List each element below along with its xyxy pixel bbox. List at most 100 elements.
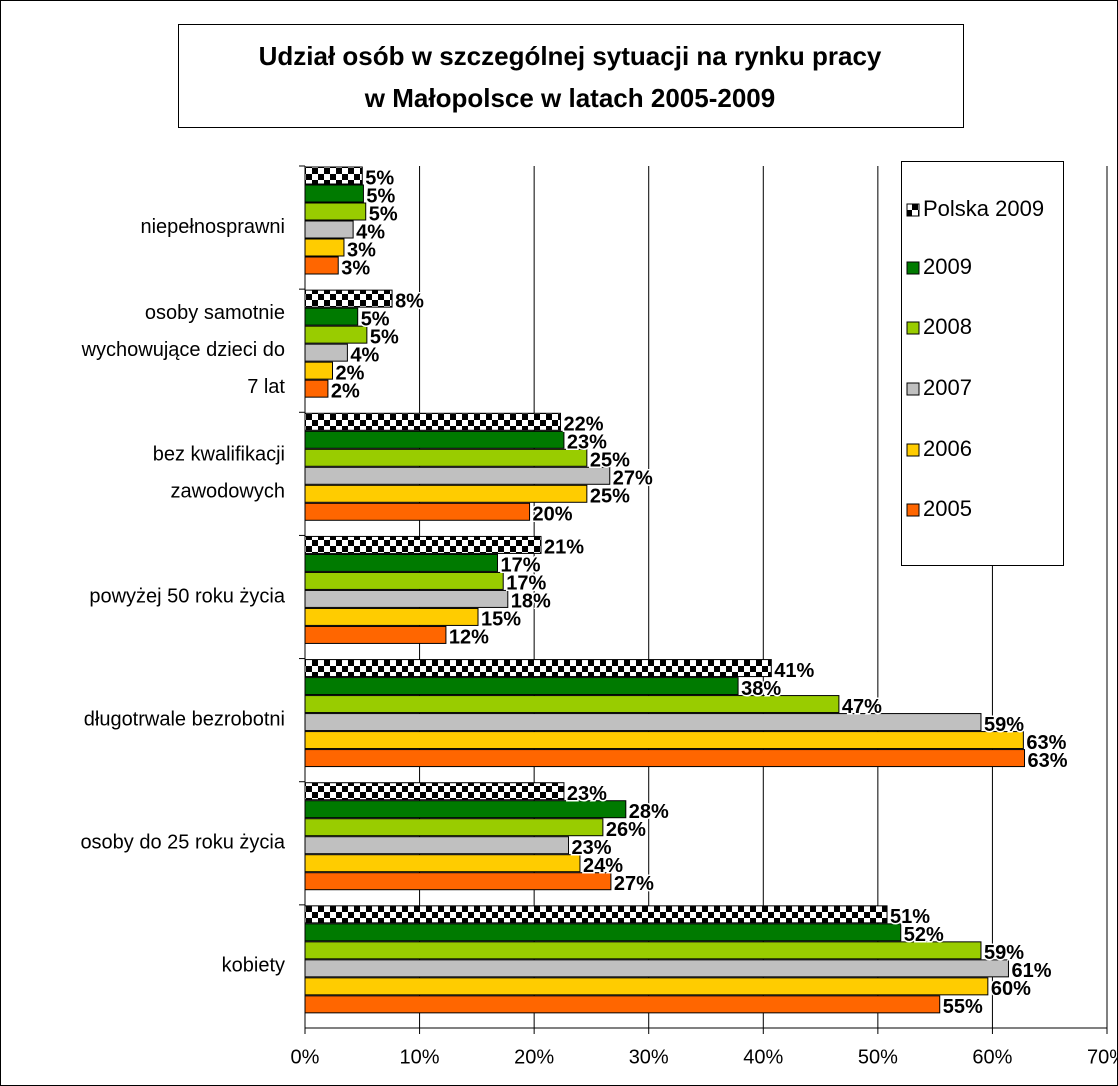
bar xyxy=(304,289,393,308)
bar xyxy=(304,379,329,398)
value-label: 27% xyxy=(613,468,653,490)
value-label: 18% xyxy=(511,591,551,613)
legend-label: 2006 xyxy=(923,436,972,461)
value-label: 63% xyxy=(1028,750,1068,772)
value-label: 41% xyxy=(774,660,814,682)
bar xyxy=(304,659,772,678)
bar xyxy=(304,836,570,855)
bar xyxy=(304,184,364,203)
value-label: 24% xyxy=(583,855,623,877)
value-label: 51% xyxy=(890,906,930,928)
value-label: 8% xyxy=(395,290,424,312)
value-label: 25% xyxy=(590,486,630,508)
x-tick-label: 10% xyxy=(400,1046,440,1068)
value-label: 20% xyxy=(533,504,573,526)
bar xyxy=(304,872,612,891)
y-tick-label: osoby do 25 roku życia xyxy=(80,832,285,854)
bar xyxy=(304,731,1024,750)
bar xyxy=(304,923,902,942)
y-tick-label: długotrwale bezrobotni xyxy=(84,708,285,730)
legend-swatch xyxy=(906,321,920,335)
value-label: 26% xyxy=(606,819,646,841)
legend-label: Polska 2009 xyxy=(923,196,1044,221)
bar xyxy=(304,484,588,503)
value-label: 63% xyxy=(1026,732,1066,754)
bar xyxy=(304,220,354,239)
value-label: 23% xyxy=(567,783,607,805)
chart-title: w Małopolsce w latach 2005-2009 xyxy=(364,83,775,113)
value-label: 4% xyxy=(350,344,379,366)
x-tick-label: 60% xyxy=(972,1046,1012,1068)
bar xyxy=(304,535,542,554)
value-label: 3% xyxy=(347,239,376,261)
x-tick-label: 40% xyxy=(743,1046,783,1068)
bar xyxy=(304,502,531,521)
bar xyxy=(304,571,504,590)
bar xyxy=(304,202,367,221)
value-label: 5% xyxy=(365,167,394,189)
value-label: 17% xyxy=(506,573,546,595)
y-tick-label: kobiety xyxy=(222,955,285,977)
bar xyxy=(304,905,888,924)
chart-title: Udział osób w szczególnej sytuacji na ry… xyxy=(259,41,882,71)
y-tick-label: niepełnosprawni xyxy=(140,216,285,238)
value-label: 55% xyxy=(943,996,983,1018)
y-tick-label: osoby samotnie xyxy=(145,302,285,324)
bar xyxy=(304,749,1026,768)
bar xyxy=(304,448,588,467)
bar xyxy=(304,325,368,344)
bar xyxy=(304,677,739,696)
value-label: 4% xyxy=(356,221,385,243)
value-label: 17% xyxy=(500,555,540,577)
y-tick-label: powyżej 50 roku życia xyxy=(89,585,286,607)
value-label: 27% xyxy=(614,873,654,895)
value-label: 2% xyxy=(335,362,364,384)
x-tick-label: 70% xyxy=(1087,1046,1118,1068)
value-label: 61% xyxy=(1011,960,1051,982)
bar xyxy=(304,412,561,431)
value-label: 5% xyxy=(361,308,390,330)
bar xyxy=(304,625,447,644)
x-tick-label: 20% xyxy=(514,1046,554,1068)
value-label: 3% xyxy=(341,257,370,279)
value-label: 60% xyxy=(991,978,1031,1000)
legend-label: 2009 xyxy=(923,254,972,279)
value-label: 15% xyxy=(481,609,521,631)
bar xyxy=(304,941,982,960)
value-label: 5% xyxy=(366,185,395,207)
bar xyxy=(304,818,604,837)
bar xyxy=(304,854,581,873)
value-label: 23% xyxy=(572,837,612,859)
x-tick-label: 30% xyxy=(629,1046,669,1068)
value-label: 28% xyxy=(629,801,669,823)
bar xyxy=(304,607,479,626)
x-tick-label: 0% xyxy=(291,1046,320,1068)
bar xyxy=(304,782,565,801)
bar xyxy=(304,695,840,714)
legend-swatch xyxy=(906,382,920,396)
value-label: 5% xyxy=(370,326,399,348)
bar xyxy=(304,307,359,326)
legend-swatch xyxy=(906,261,920,275)
bar xyxy=(304,343,348,362)
bar xyxy=(304,959,1009,978)
value-label: 47% xyxy=(842,696,882,718)
legend-label: 2007 xyxy=(923,375,972,400)
value-label: 38% xyxy=(741,678,781,700)
legend-label: 2005 xyxy=(923,496,972,521)
legend-swatch xyxy=(906,203,920,217)
x-tick-label: 50% xyxy=(858,1046,898,1068)
y-tick-label: 7 lat xyxy=(247,376,285,398)
y-tick-label: bez kwalifikacji xyxy=(153,444,285,466)
bar xyxy=(304,995,941,1014)
bar xyxy=(304,589,509,608)
value-label: 2% xyxy=(331,380,360,402)
bar xyxy=(304,466,611,485)
value-label: 25% xyxy=(590,450,630,472)
bar xyxy=(304,256,339,275)
legend-box xyxy=(901,161,1064,566)
bar xyxy=(304,361,333,380)
y-tick-label: zawodowych xyxy=(170,481,285,503)
value-label: 22% xyxy=(563,414,603,436)
